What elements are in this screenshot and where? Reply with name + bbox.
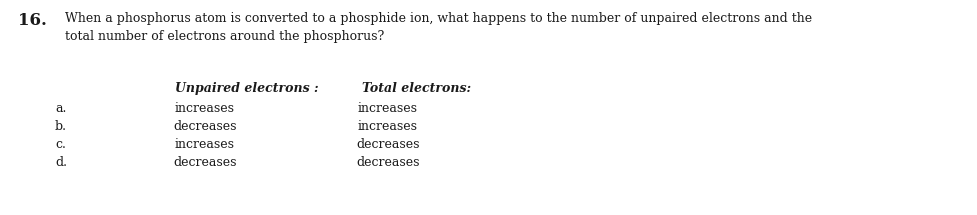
Text: b.: b.	[55, 120, 67, 133]
Text: When a phosphorus atom is converted to a phosphide ion, what happens to the numb: When a phosphorus atom is converted to a…	[65, 12, 812, 25]
Text: decreases: decreases	[357, 138, 420, 151]
Text: increases: increases	[175, 102, 235, 115]
Text: decreases: decreases	[357, 156, 420, 169]
Text: Total electrons:: Total electrons:	[362, 82, 471, 95]
Text: total number of electrons around the phosphorus?: total number of electrons around the pho…	[65, 30, 384, 43]
Text: increases: increases	[175, 138, 235, 151]
Text: increases: increases	[358, 120, 418, 133]
Text: c.: c.	[55, 138, 65, 151]
Text: 16.: 16.	[18, 12, 47, 29]
Text: increases: increases	[358, 102, 418, 115]
Text: Unpaired electrons :: Unpaired electrons :	[175, 82, 319, 95]
Text: decreases: decreases	[173, 156, 236, 169]
Text: decreases: decreases	[173, 120, 236, 133]
Text: a.: a.	[55, 102, 66, 115]
Text: d.: d.	[55, 156, 67, 169]
